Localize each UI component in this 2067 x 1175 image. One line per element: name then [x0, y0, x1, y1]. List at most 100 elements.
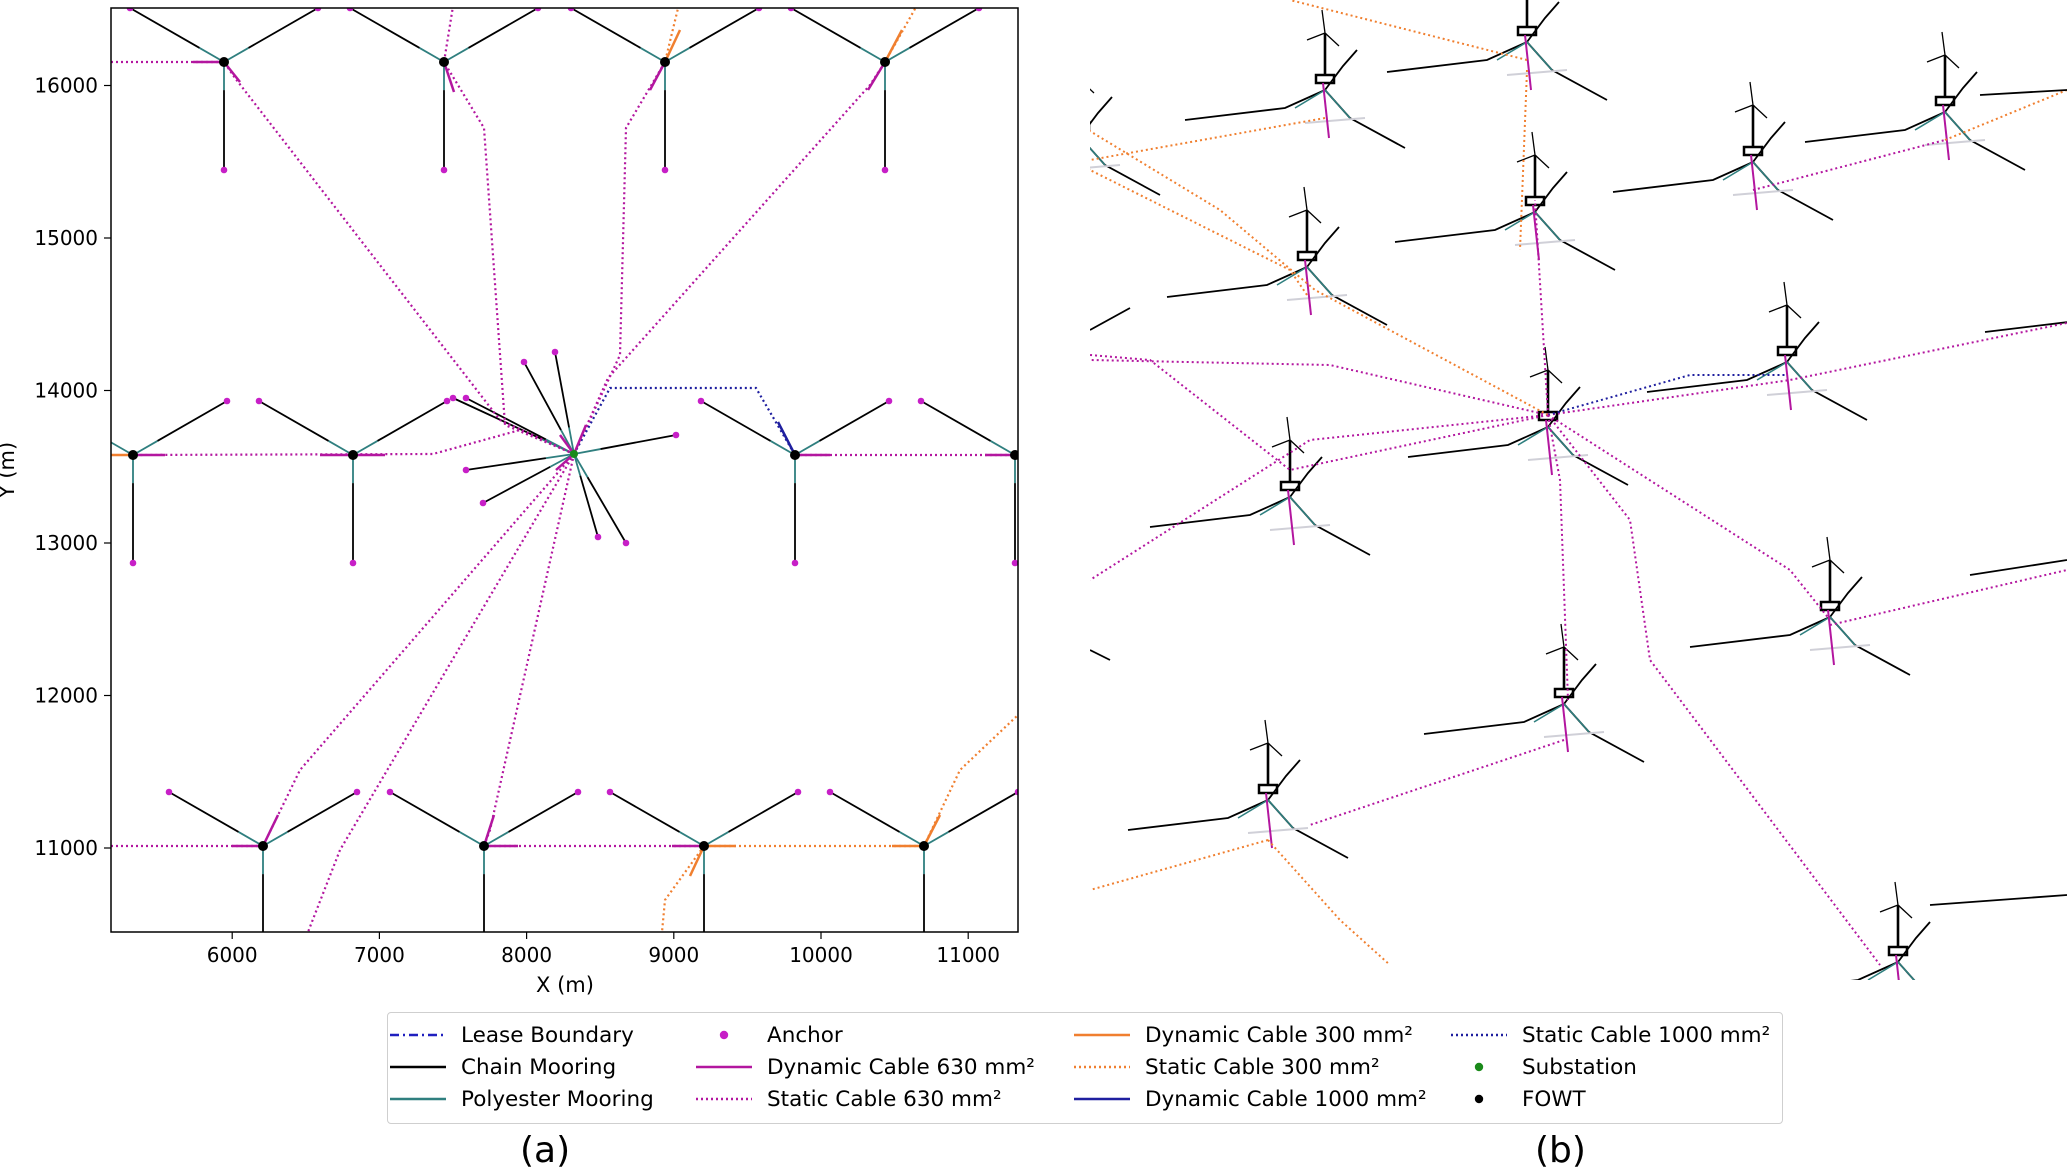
seabed-shadow: [1543, 731, 1605, 738]
polyester-mooring-line: [1276, 265, 1333, 296]
chain-mooring-line: [1423, 703, 1565, 735]
anchor-marker: [220, 166, 228, 174]
platform: [1257, 783, 1279, 795]
legend-label: Static Cable 630 mm²: [767, 1086, 1002, 1112]
chain-mooring-line: [554, 351, 570, 428]
rotor-blade: [1894, 881, 1899, 906]
anchor-marker: [479, 499, 487, 507]
dynamic-cable: [1287, 489, 1295, 546]
legend-column-3: Dynamic Cable 300 mm² Static Cable 300 mm…: [1072, 1019, 1427, 1115]
dynamic-cable: [1942, 104, 1950, 161]
dynamic-cable: [1265, 792, 1273, 849]
seabed-shadow: [1286, 294, 1348, 301]
anchor-marker: [1011, 559, 1018, 567]
legend-swatch: [719, 1030, 729, 1040]
chain-mooring-line: [1149, 496, 1291, 528]
fowt-marker: [880, 57, 890, 67]
fowt-group: [697, 397, 893, 567]
dynamic-cable: [663, 29, 682, 63]
polyester-mooring-line: [1799, 615, 1856, 646]
y-tick-label: 12000: [34, 684, 98, 708]
rotor-blade: [1879, 904, 1899, 913]
fowt-marker: [660, 57, 670, 67]
chain-mooring-line: [1897, 961, 1916, 980]
legend-swatch: [1474, 1094, 1484, 1104]
legend-label: Anchor: [767, 1022, 843, 1048]
x-tick-label: 9000: [648, 943, 699, 967]
legend: Lease Boundary Chain Mooring Polyester Moo…: [387, 1012, 1783, 1124]
static-cable-630: [306, 453, 575, 932]
platform: [1279, 480, 1301, 492]
anchor-marker: [462, 466, 470, 474]
anchor-marker: [567, 8, 575, 12]
substation-marker: [570, 450, 578, 458]
chain-mooring-line: [1047, 401, 1060, 441]
legend-label: Dynamic Cable 630 mm²: [767, 1054, 1035, 1080]
static-cable-300: [1090, 169, 1308, 296]
platform: [1516, 25, 1538, 37]
rotor-blade: [1267, 742, 1283, 757]
rotor-blade: [1897, 904, 1913, 919]
rotor-blade: [1306, 32, 1326, 41]
anchor-marker: [520, 358, 528, 366]
x-tick-label: 6000: [207, 943, 258, 967]
perspective-layout: [1090, 0, 2067, 980]
anchor-marker: [481, 951, 488, 958]
static-cable-300: [1090, 839, 1269, 891]
rotor-blade: [1090, 88, 1095, 94]
anchor-marker: [791, 559, 799, 567]
static-cable-300: [923, 714, 1018, 847]
polyester-mooring-line: [1496, 40, 1553, 71]
anchor-marker: [826, 788, 834, 796]
anchor-marker: [794, 788, 802, 796]
static-cable-300: [1944, 89, 2067, 141]
fowt-3d: [1127, 719, 1349, 859]
legend-swatch: [696, 1065, 752, 1069]
axis-ticks: 6000 7000 8000 9000 10000 11000 11000 12000 1300…: [34, 74, 1000, 968]
dynamic-cable: [883, 29, 904, 63]
anchor-marker: [697, 397, 705, 405]
plan-view-layout: [111, 8, 1060, 958]
polyester-mooring-line: [1517, 425, 1574, 456]
chain-mooring-line: [1090, 649, 1111, 661]
anchor-marker: [661, 166, 669, 174]
seabed-shadow: [1247, 827, 1309, 834]
chain-mooring-line: [609, 791, 681, 833]
legend-entry: Substation: [1449, 1051, 1770, 1083]
chain-mooring-line: [467, 8, 539, 49]
polyester-mooring-line: [1090, 146, 1106, 166]
fowt-group: [346, 8, 542, 174]
dynamic-cable: [922, 814, 942, 847]
static-cable-630: [1090, 414, 1549, 581]
chain-mooring-line: [1127, 799, 1269, 831]
fowt-3d: [1804, 31, 2026, 171]
polyester-mooring-line: [1294, 88, 1351, 119]
anchor-marker: [755, 8, 763, 12]
rotor-blade: [1926, 54, 1946, 63]
rotor-blade: [1544, 346, 1549, 371]
chain-mooring-line: [570, 8, 642, 49]
polyester-mooring-line: [1914, 110, 1971, 141]
rotor-blade: [1941, 31, 1946, 56]
chain-mooring-line: [829, 791, 901, 833]
legend-swatch: [696, 1097, 752, 1101]
dynamic-cable: [776, 421, 797, 456]
static-cable-630: [442, 8, 454, 63]
rotor-blade: [1529, 369, 1549, 378]
chain-mooring-line: [1184, 89, 1326, 121]
polyester-mooring-line: [1023, 832, 1047, 846]
fowt-group: [126, 8, 322, 174]
chain-mooring-line: [947, 791, 1018, 833]
dynamic-cable: [648, 61, 667, 91]
anchor-marker: [255, 397, 263, 405]
anchor-marker: [462, 394, 470, 402]
y-tick-label: 16000: [34, 74, 98, 98]
rotor-blade: [1516, 154, 1536, 163]
polyester-mooring-line: [1533, 702, 1590, 733]
static-cable-630: [482, 453, 576, 847]
anchor-marker: [353, 788, 361, 796]
legend-entry: Lease Boundary: [388, 1019, 654, 1051]
y-tick-label: 15000: [34, 226, 98, 250]
rotor-blade: [1288, 209, 1308, 218]
anchor-marker: [534, 8, 542, 12]
